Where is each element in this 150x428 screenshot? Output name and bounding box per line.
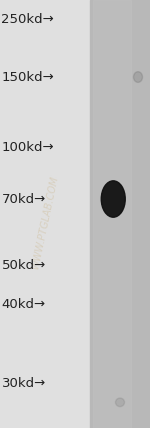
Bar xyxy=(90,0,150,428)
Text: 70kd→: 70kd→ xyxy=(2,193,46,205)
Text: 30kd→: 30kd→ xyxy=(2,377,46,389)
Text: 150kd→: 150kd→ xyxy=(2,71,54,83)
Text: 40kd→: 40kd→ xyxy=(2,298,46,311)
Text: 50kd→: 50kd→ xyxy=(2,259,46,272)
Text: 100kd→: 100kd→ xyxy=(2,141,54,154)
Bar xyxy=(0,0,90,428)
Text: WWW.PTGLAB.COM: WWW.PTGLAB.COM xyxy=(30,175,60,270)
Ellipse shape xyxy=(116,398,124,407)
Bar xyxy=(93,0,130,428)
Ellipse shape xyxy=(134,72,142,83)
Ellipse shape xyxy=(101,181,125,217)
Text: 250kd→: 250kd→ xyxy=(2,13,54,26)
